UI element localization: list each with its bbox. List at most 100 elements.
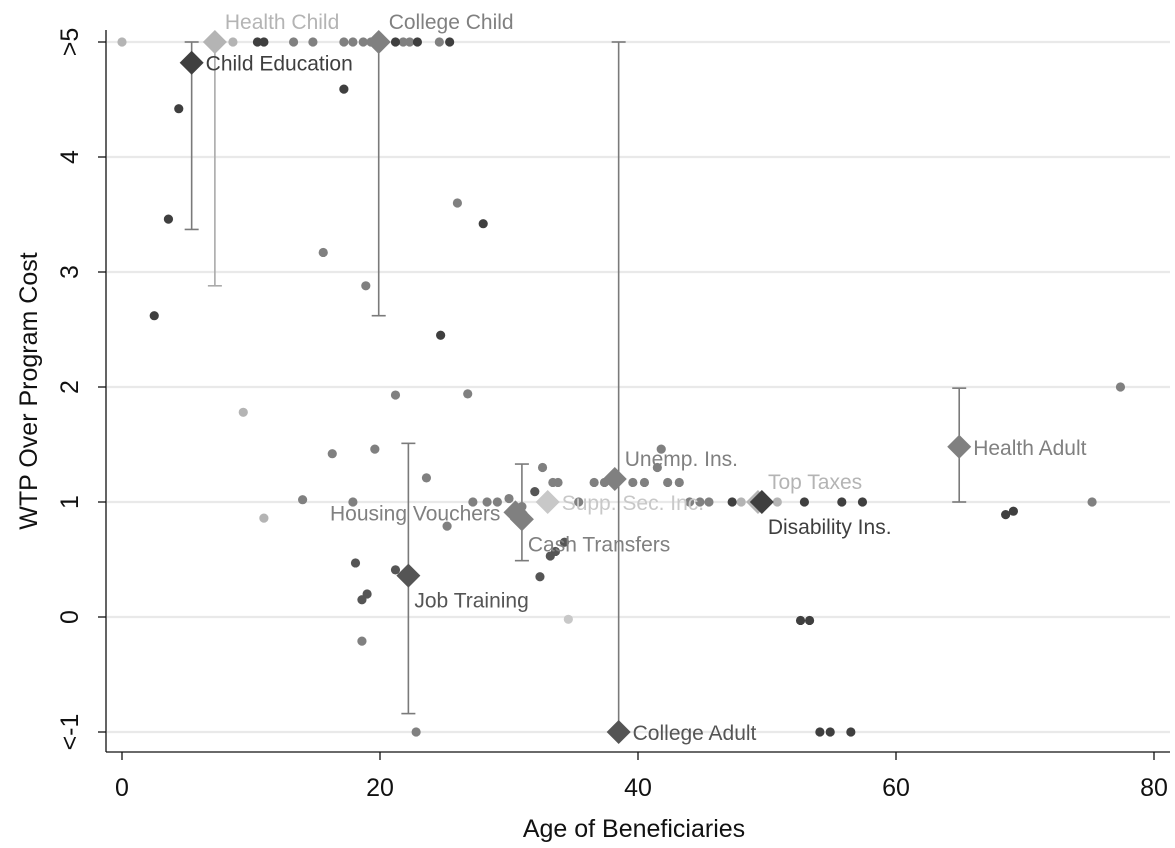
- data-point: [704, 497, 714, 507]
- data-point: [535, 572, 545, 582]
- data-point: [361, 281, 371, 291]
- data-point: [327, 449, 337, 459]
- data-point: [815, 727, 825, 737]
- data-point: [357, 636, 367, 646]
- data-point: [411, 727, 421, 737]
- x-tick-label: 40: [624, 774, 652, 802]
- data-point: [727, 497, 737, 507]
- data-point: [799, 497, 810, 507]
- group-label: College Adult: [633, 722, 757, 745]
- data-point: [308, 37, 318, 47]
- data-point: [846, 727, 856, 737]
- data-point: [163, 214, 174, 224]
- x-tick-label: 80: [1140, 774, 1168, 802]
- x-axis-title: Age of Beneficiaries: [523, 815, 745, 843]
- data-point: [478, 219, 488, 229]
- data-point: [434, 37, 444, 47]
- group-label: Child Education: [206, 53, 353, 76]
- data-point: [421, 473, 432, 483]
- data-point: [348, 37, 358, 47]
- x-tick-label: 0: [115, 774, 129, 802]
- data-point: [804, 615, 815, 626]
- data-point: [238, 407, 248, 417]
- group-label: Supp. Sec. Inc.: [562, 492, 704, 515]
- data-point: [663, 477, 673, 488]
- data-point: [639, 477, 650, 488]
- group-label: Cash Transfers: [528, 533, 670, 556]
- data-point: [390, 390, 401, 400]
- data-point: [452, 198, 462, 208]
- data-point: [563, 614, 573, 624]
- group-mean-diamond: [602, 467, 627, 491]
- x-tick-label: 20: [366, 774, 394, 802]
- data-point: [1087, 497, 1097, 507]
- y-tick-label: <-1: [56, 714, 84, 751]
- data-point: [685, 497, 695, 507]
- group-mean-diamond: [535, 490, 560, 514]
- data-point: [857, 497, 868, 507]
- group-mean-diamond: [606, 720, 631, 744]
- data-point: [1115, 382, 1126, 392]
- data-point: [390, 37, 401, 47]
- data-point: [504, 493, 514, 504]
- data-point: [537, 462, 548, 473]
- data-point: [390, 565, 401, 575]
- y-tick-label: 4: [56, 150, 84, 164]
- data-point: [442, 521, 452, 531]
- data-point: [445, 37, 455, 47]
- group-label: Disability Ins.: [768, 516, 892, 539]
- data-point: [339, 37, 349, 47]
- group-label: College Child: [389, 11, 514, 34]
- data-point: [149, 311, 159, 321]
- data-point: [628, 477, 638, 488]
- data-points: [117, 37, 1126, 737]
- data-point: [117, 37, 127, 47]
- data-point: [436, 330, 446, 340]
- data-point: [674, 477, 684, 488]
- group-mean-diamond: [749, 490, 774, 514]
- data-point: [174, 104, 184, 114]
- data-point: [228, 37, 238, 47]
- group-mean-diamond: [202, 30, 227, 54]
- group-mean-diamond: [947, 434, 972, 459]
- data-point: [350, 558, 361, 568]
- y-tick-label: 3: [56, 265, 84, 279]
- group-mean-diamond: [179, 50, 204, 75]
- group-label: Top Taxes: [768, 471, 862, 494]
- y-tick-label: >5: [56, 28, 84, 57]
- data-point: [482, 497, 492, 507]
- data-point: [559, 537, 570, 547]
- group-label: Housing Vouchers: [330, 502, 500, 525]
- x-tick-label: 60: [882, 774, 910, 802]
- data-point: [405, 37, 415, 47]
- y-axis-title: WTP Over Program Cost: [15, 252, 43, 529]
- data-point: [398, 37, 408, 47]
- data-point: [339, 84, 349, 94]
- data-point: [463, 389, 473, 399]
- data-point: [298, 495, 308, 505]
- data-point: [1001, 510, 1011, 520]
- group-mean-diamond: [366, 30, 391, 54]
- data-point: [259, 37, 269, 47]
- data-point: [288, 37, 299, 47]
- data-point: [550, 546, 561, 557]
- data-point: [1008, 506, 1018, 516]
- axes: <-1 0 1 2 3 4 >5 0 20 40 60 80: [56, 28, 1170, 802]
- data-point: [652, 462, 662, 473]
- group-label: Health Adult: [973, 437, 1086, 460]
- group-mean-diamond: [509, 507, 534, 532]
- data-point: [468, 497, 478, 507]
- group-label: Job Training: [414, 590, 528, 613]
- y-tick-label: 2: [56, 380, 84, 394]
- data-point: [695, 497, 705, 507]
- data-point: [358, 37, 368, 47]
- group-mean-diamond: [396, 563, 421, 588]
- data-point: [259, 513, 269, 523]
- data-point: [589, 477, 599, 488]
- data-point: [492, 497, 502, 507]
- data-point: [837, 497, 847, 507]
- data-point: [252, 37, 263, 47]
- data-point: [370, 444, 380, 454]
- data-point: [736, 497, 746, 507]
